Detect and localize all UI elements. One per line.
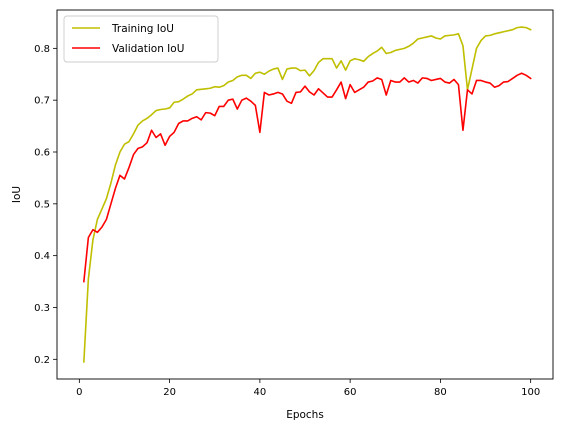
plot-frame bbox=[56, 9, 554, 380]
legend-box bbox=[63, 15, 219, 63]
series-line-training bbox=[83, 26, 532, 363]
series-layer bbox=[82, 26, 532, 363]
x-tick-label: 100 bbox=[521, 387, 540, 398]
x-tick-label: 60 bbox=[344, 387, 357, 398]
x-axis-label: Epochs bbox=[286, 409, 324, 421]
y-axis-ticks: 0.2 0.3 0.4 0.5 0.6 0.7 0.8 bbox=[34, 44, 57, 366]
series-line-validation bbox=[82, 72, 532, 283]
x-tick-label: 40 bbox=[254, 387, 267, 398]
legend-label-training: Training IoU bbox=[111, 23, 174, 35]
y-tick-label: 0.5 bbox=[34, 199, 50, 210]
y-tick-label: 0.3 bbox=[34, 303, 50, 314]
x-tick-label: 80 bbox=[434, 387, 447, 398]
y-tick-label: 0.6 bbox=[34, 148, 50, 159]
y-axis-label: IoU bbox=[11, 186, 23, 203]
x-axis-ticks: 0 20 40 60 80 100 bbox=[76, 379, 540, 398]
plot-area bbox=[57, 10, 553, 379]
y-tick-label: 0.4 bbox=[34, 251, 50, 262]
legend: Training IoU Validation IoU bbox=[63, 15, 219, 63]
y-tick-label: 0.8 bbox=[34, 44, 50, 55]
y-tick-label: 0.2 bbox=[34, 355, 50, 366]
y-tick-label: 0.7 bbox=[34, 96, 50, 107]
x-tick-label: 0 bbox=[76, 387, 82, 398]
legend-label-validation: Validation IoU bbox=[112, 43, 184, 55]
x-tick-label: 20 bbox=[163, 387, 176, 398]
